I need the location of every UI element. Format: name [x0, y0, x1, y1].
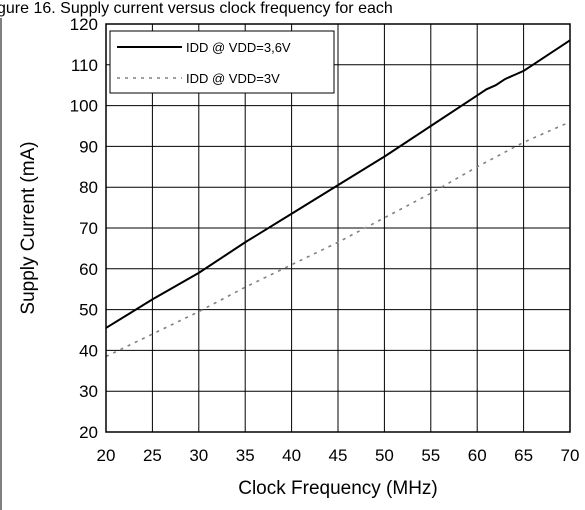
x-tick-labels: 20 25 30 35 40 45 50 55 60 65 70: [97, 446, 580, 465]
y-tick-label: 80: [79, 178, 98, 197]
plot-area-border: [105, 23, 571, 433]
series-line-vdd-3v: [105, 121, 571, 358]
y-tick-label: 120: [70, 15, 98, 34]
legend-label-vdd-3v: IDD @ VDD=3V: [186, 71, 280, 86]
x-tick-label: 35: [236, 446, 255, 465]
x-tick-label: 55: [421, 446, 440, 465]
x-tick-label: 65: [514, 446, 533, 465]
x-tick-label: 70: [561, 446, 580, 465]
y-tick-label: 60: [79, 260, 98, 279]
y-tick-label: 40: [79, 341, 98, 360]
x-tick-label: 25: [143, 446, 162, 465]
legend: IDD @ VDD=3,6V IDD @ VDD=3V: [109, 30, 335, 94]
legend-box: [109, 30, 335, 94]
x-tick-label: 45: [329, 446, 348, 465]
y-tick-label: 20: [79, 423, 98, 442]
x-tick-label: 50: [375, 446, 394, 465]
series-line-vdd-3-6v: [105, 39, 571, 329]
y-tick-label: 100: [70, 97, 98, 116]
y-tick-label: 50: [79, 301, 98, 320]
x-tick-label: 60: [468, 446, 487, 465]
y-tick-label: 30: [79, 382, 98, 401]
y-axis-title: Supply Current (mA): [18, 141, 39, 314]
y-tick-label: 70: [79, 219, 98, 238]
x-tick-label: 30: [189, 446, 208, 465]
x-axis-title: Clock Frequency (MHz): [238, 478, 438, 499]
y-tick-label: 110: [71, 56, 98, 75]
y-tick-labels: 20 30 40 50 60 70 80 90 100 110 120: [70, 15, 98, 442]
legend-label-vdd-3-6v: IDD @ VDD=3,6V: [186, 40, 291, 55]
series-lines: [105, 39, 571, 358]
figure-caption: gure 16. Supply current versus clock fre…: [0, 0, 393, 17]
y-tick-label: 90: [79, 137, 98, 156]
x-tick-label: 20: [97, 446, 116, 465]
x-tick-label: 40: [282, 446, 301, 465]
